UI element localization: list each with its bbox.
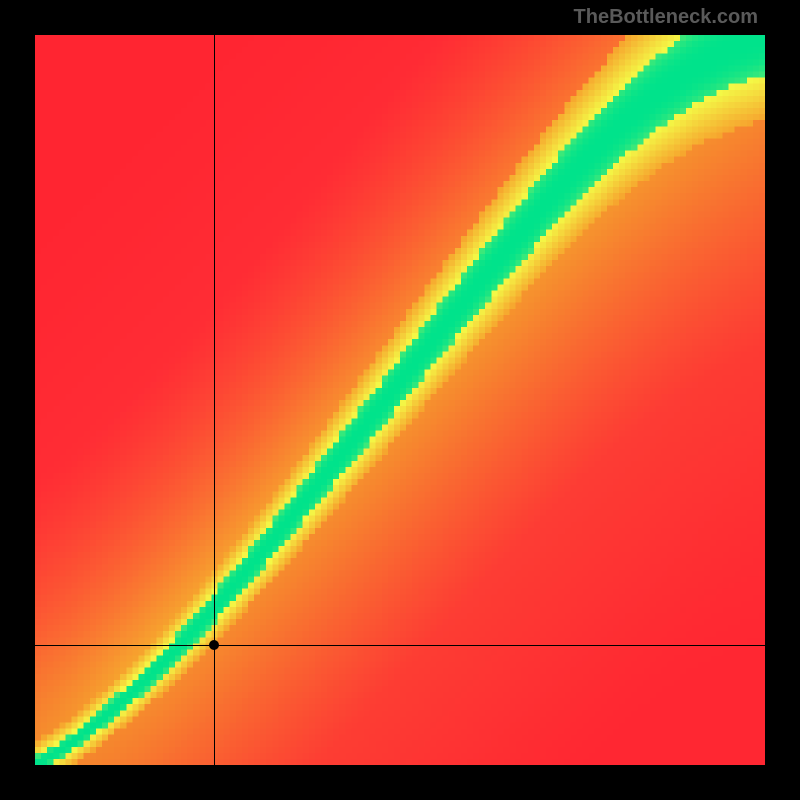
bottleneck-heatmap [35, 35, 765, 765]
bottleneck-heatmap-frame [35, 35, 765, 765]
crosshair-vertical [214, 35, 215, 765]
selection-marker[interactable] [209, 640, 219, 650]
watermark-text: TheBottleneck.com [574, 6, 758, 29]
crosshair-horizontal [35, 645, 765, 646]
